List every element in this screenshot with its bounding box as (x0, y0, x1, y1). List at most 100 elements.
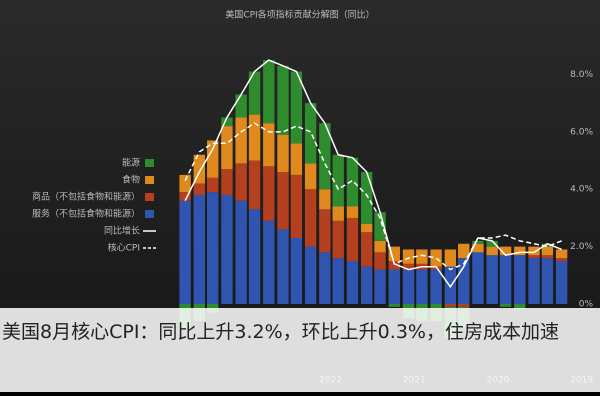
bar (528, 258, 540, 304)
bar (360, 266, 373, 304)
y-tick-label: 0% (579, 300, 594, 310)
y-tick-label: 6.0% (570, 127, 593, 137)
chart-title: 美国CPI各项指标贡献分解图（同比） (225, 9, 374, 21)
bar (555, 258, 568, 261)
bar (499, 304, 512, 307)
legend-label: 食物 (122, 174, 140, 186)
bar (528, 255, 540, 259)
bar (248, 114, 261, 161)
bar (388, 304, 400, 307)
bar (319, 252, 331, 304)
bar (263, 60, 275, 124)
bar (346, 217, 359, 261)
legend-label: 服务（不包括食物和能源） (32, 208, 140, 220)
bar (360, 223, 373, 233)
bar (319, 209, 331, 253)
bar (304, 189, 317, 247)
legend-swatch (145, 210, 154, 218)
bar (290, 143, 303, 175)
bar (179, 200, 191, 304)
legend-label: 同比增长 (104, 225, 140, 237)
bar (374, 269, 386, 304)
bar (388, 260, 400, 270)
bar (235, 200, 247, 304)
bar (388, 269, 400, 304)
bar (444, 304, 457, 307)
line (184, 122, 562, 271)
bar (235, 163, 247, 201)
line (184, 59, 562, 289)
legend-swatch (145, 193, 154, 201)
bar (346, 206, 359, 218)
y-tick-label: 2.0% (570, 242, 593, 252)
bar (290, 174, 303, 238)
y-tick-label: 8.0% (570, 70, 593, 80)
bar (444, 266, 457, 304)
bar (263, 220, 275, 304)
bar (332, 206, 344, 221)
bar (458, 304, 470, 307)
bar (541, 246, 554, 256)
bar (248, 71, 261, 115)
bar (193, 194, 206, 304)
bar (221, 126, 233, 170)
bar (179, 192, 191, 201)
bar (193, 154, 206, 184)
legend-label: 能源 (122, 157, 140, 169)
bar (346, 157, 359, 207)
bar (304, 103, 317, 164)
bar (458, 258, 470, 304)
bar (277, 65, 289, 135)
bar (541, 255, 554, 259)
bar (277, 134, 289, 172)
bar (430, 266, 442, 270)
bar (277, 229, 289, 304)
bar (541, 258, 554, 304)
bar (416, 249, 428, 264)
bar (402, 249, 415, 264)
bar (555, 249, 568, 259)
bar (193, 183, 206, 195)
bar (332, 220, 344, 259)
bar (402, 263, 415, 270)
bar (472, 252, 484, 304)
bar (514, 304, 526, 310)
legend-swatch (145, 159, 154, 167)
bar (207, 192, 219, 304)
bar (332, 258, 344, 304)
bar (235, 117, 247, 164)
bar (374, 212, 386, 241)
bar (179, 174, 191, 193)
bar (388, 246, 400, 261)
bar (430, 269, 442, 304)
bar (332, 154, 344, 207)
bar (360, 232, 373, 267)
bar (290, 71, 303, 144)
bar (360, 172, 373, 224)
bar (263, 123, 275, 167)
caption: 美国8月核心CPI：同比上升3.2%，环比上升0.3%，住房成本加速 (0, 308, 600, 392)
bar (248, 209, 261, 304)
legend-swatch (145, 176, 154, 184)
bar (248, 160, 261, 210)
bar (514, 255, 526, 304)
bar (528, 246, 540, 256)
bar (541, 243, 554, 247)
bar (486, 255, 498, 304)
legend-label: 核心CPI (108, 242, 140, 254)
bar (374, 252, 386, 270)
bar (263, 166, 275, 221)
bar (486, 246, 498, 256)
bar (374, 240, 386, 253)
bar (430, 249, 442, 267)
legend-label: 商品（不包括食物和能源） (32, 191, 140, 203)
bar (304, 163, 317, 190)
bar (416, 269, 428, 304)
bar (486, 240, 498, 247)
bar (472, 240, 484, 244)
bar (304, 246, 317, 304)
bar (555, 260, 568, 304)
bar (207, 177, 219, 193)
bar (458, 243, 470, 259)
